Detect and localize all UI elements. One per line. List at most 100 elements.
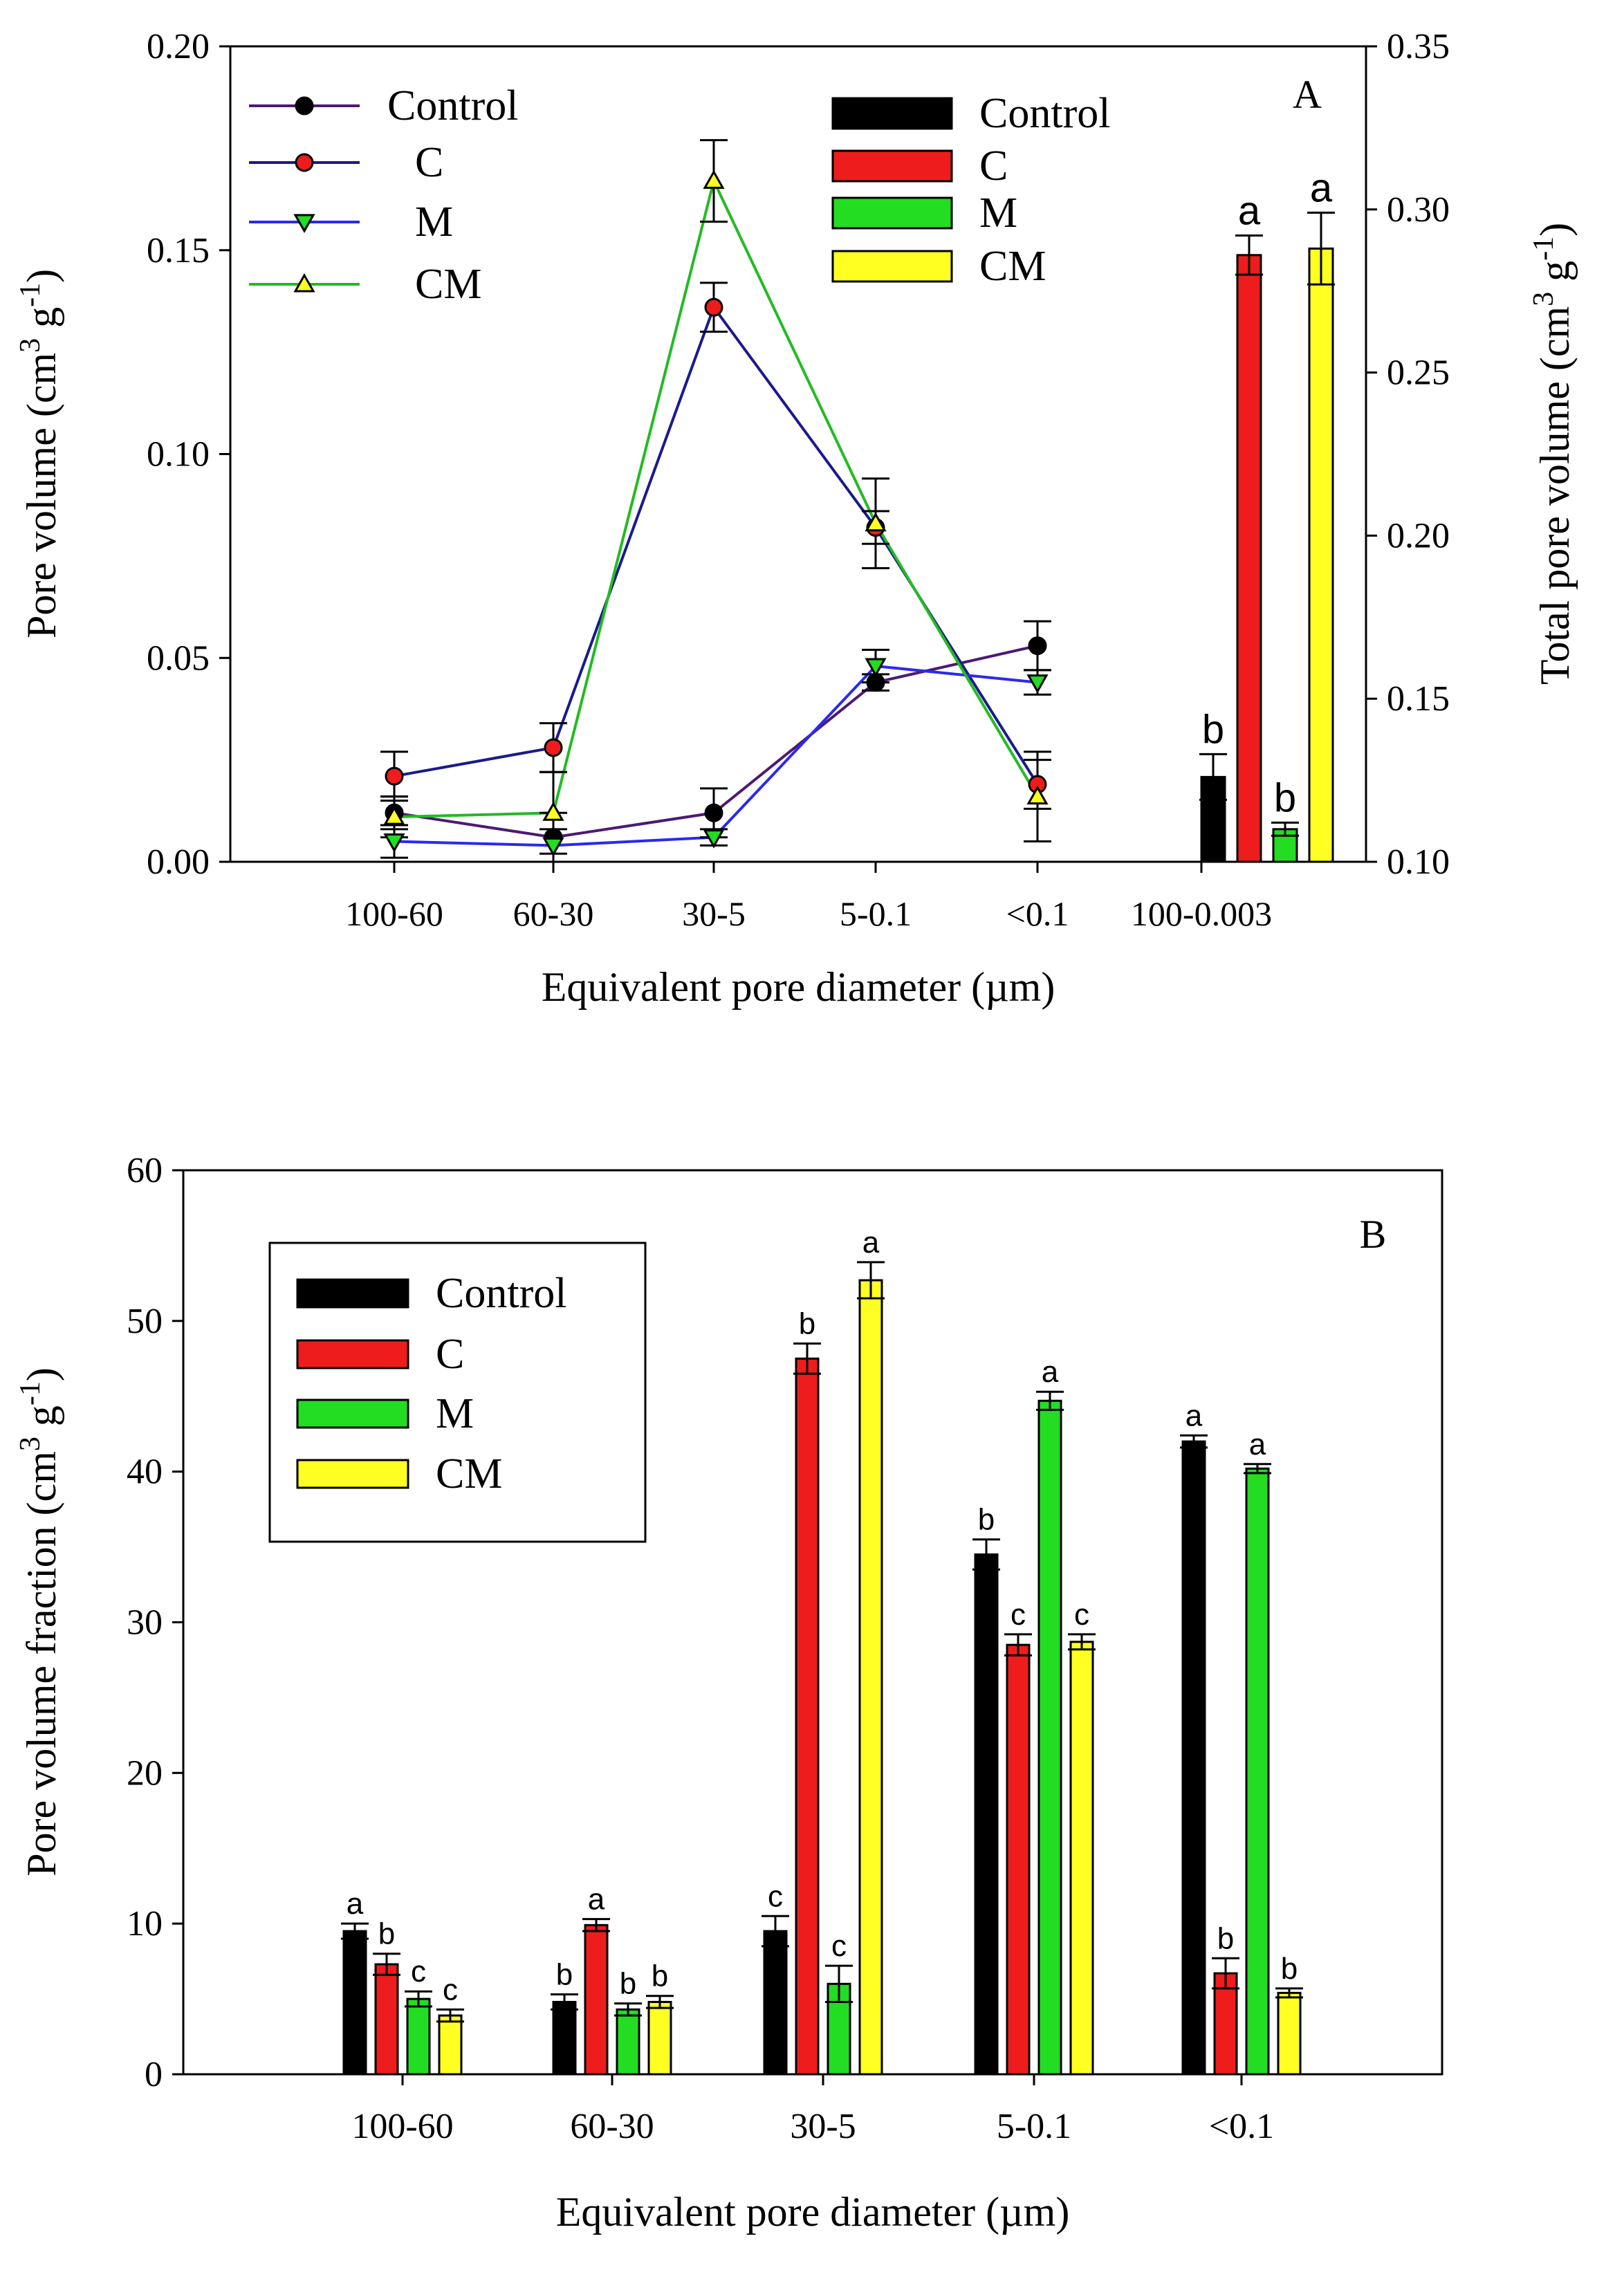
panel-b-ylabel-sup: 3 [15,1437,46,1451]
panel-a-total-letter-m: b [1274,775,1296,820]
panel-a-legend-bar-control [831,97,953,130]
panel-b-bar-cm [647,2000,672,2076]
panel-a-label: A [1293,72,1322,117]
panel-b-letter-control: b [556,1958,573,1992]
panel-b-letter-control: a [347,1887,364,1921]
panel-a-y2label-ylabel-tail: g [1532,261,1578,292]
panel-a-ytick-label: 0.00 [147,842,210,882]
panel-b-bar-cm [1277,1991,1302,2076]
panel-a-y2label-ylabel-end: ) [1532,223,1578,237]
panel-b-ytick-label: 40 [127,1452,163,1492]
panel-a-total-bar-c [1236,254,1262,863]
panel-b-xtick-label: 5-0.1 [997,2107,1071,2146]
panel-a-xtick-label: 30-5 [682,894,746,933]
panel-b-bar-c [584,1923,609,2076]
panel-b-bar-control [342,1930,367,2076]
panel-b-letter-m: b [620,1967,636,2001]
panel-a-point-m [383,833,405,853]
panel-a-legend-label-m: M [415,199,453,246]
panel-b-letter-m: a [1249,1428,1266,1461]
panel-b-xtick-label: 30-5 [790,2107,856,2146]
panel-a-ytick-label: 0.10 [147,435,210,474]
panel-b-legend-swatch-cm [296,1459,409,1489]
panel-a-y2tick-label: 0.15 [1387,679,1450,719]
panel-a-xlabel: Equivalent pore diameter (µm) [542,964,1055,1010]
panel-b-letter-cm: a [862,1226,880,1259]
panel-a-ylabel-end: ) [19,269,64,283]
panel-a-xtick-label: 100-60 [345,894,443,933]
panel-b-label: B [1360,1212,1387,1257]
panel-a-y2tick-label: 0.35 [1387,27,1450,66]
panel-a-ylabel-sup: 3 [15,338,46,353]
panel-a-point-m [865,658,887,678]
panel-a-legend-bar-cm [831,250,953,283]
panel-a-point-c [544,738,563,757]
panel-a-line-c [394,304,1039,786]
panel-b-bar-c [795,1357,820,2076]
panel-b-letter-cm: b [652,1959,668,1993]
panel-b-ylabel-tail: g [19,1405,64,1437]
panel-b-bar-m [1037,1399,1062,2076]
panel-a-plot-frame [229,45,1367,863]
panel-b-legend-label-m: M [436,1390,474,1437]
panel-a-point-cm [703,169,725,190]
panel-b-letter-m: c [411,1955,426,1988]
panel-a-legend-bar-label-c: C [979,142,1008,190]
panel-b-legend-swatch-c [296,1339,409,1369]
panel-b-bar-control [1181,1440,1206,2076]
panel-b-bar-cm [1069,1641,1094,2076]
panel-a-ylabel-tail: g [19,307,64,338]
panel-b-legend-label-control: Control [436,1270,566,1317]
panel-a-legend-label-cm: CM [415,261,481,308]
panel-a-ylabel-text: Pore volume (cm3 g-1) [15,269,64,638]
panel-b-letter-c: a [588,1883,605,1917]
panel-a-ylabel: Pore volume (cm3 g-1) [15,269,64,638]
panel-a-legend-marker-c [295,153,314,172]
panel-a-ylabel: Pore volume (cm [19,353,64,638]
panel-b-letter-c: b [378,1917,395,1951]
panel-a-legend-marker-m [293,214,315,234]
panel-a-y2tick-label: 0.25 [1387,353,1450,393]
panel-a-legend-bar-label-m: M [979,190,1017,237]
panel-a-legend-bar-c [831,149,953,183]
panel-a-point-control [704,803,723,822]
panel-a-total-letter-c: a [1238,189,1261,234]
panel-b-letter-control: c [768,1879,783,1913]
panel-b-bar-m [616,2008,640,2076]
panel-a-xtick-label: 5-0.1 [840,894,912,933]
panel-b-bar-cm [858,1279,883,2076]
panel-b-letter-cm: c [443,1973,458,2006]
panel-a-legend-bar-m [831,196,953,230]
panel-a-point-m [703,829,725,849]
panel-b-ylabel: Pore volume fraction (cm [19,1451,64,1876]
panel-b-ylabel-sup2: -1 [15,1381,46,1405]
panel-b-ylabel-end: ) [19,1367,64,1381]
panel-a-y2label-ylabel: Total pore volume (cm [1532,306,1578,685]
panel-a-point-m [1026,674,1049,694]
panel-b-letter-control: b [978,1503,995,1537]
panel-a-total-bar-cm [1308,247,1334,863]
panel-a-legend-marker-cm [293,273,315,293]
panel-b-bar-control [763,1930,788,2076]
panel-b-bar-control [974,1553,999,2076]
panel-a-point-cm [865,512,887,532]
panel-a-point-c [385,766,404,786]
panel-b-ytick-label: 60 [127,1151,163,1190]
panel-a-y2label-ylabel-sup: 3 [1528,292,1560,306]
panel-b-bar-control [552,2000,577,2076]
panel-b-ytick-label: 50 [127,1302,163,1341]
panel-a-y2tick-label: 0.30 [1387,190,1450,230]
panel-b-xtick-label: <0.1 [1209,2107,1274,2146]
panel-b-bar-c [374,1963,399,2076]
panel-b-xtick-label: 60-30 [570,2107,654,2146]
panel-a-y2label-ylabel-sup2: -1 [1528,237,1560,261]
panel-b-ylabel: Pore volume fraction (cm3 g-1) [15,1367,64,1876]
panel-a-ylabel-sup2: -1 [15,283,46,307]
panel-a-total-letter-control: b [1202,707,1224,752]
panel-b-bar-cm [438,2014,463,2076]
panel-b-ytick-label: 0 [145,2055,163,2094]
panel-a-total-letter-cm: a [1310,166,1333,211]
panel-b-bar-c [1006,1643,1031,2076]
panel-a-point-cm [1026,785,1049,805]
